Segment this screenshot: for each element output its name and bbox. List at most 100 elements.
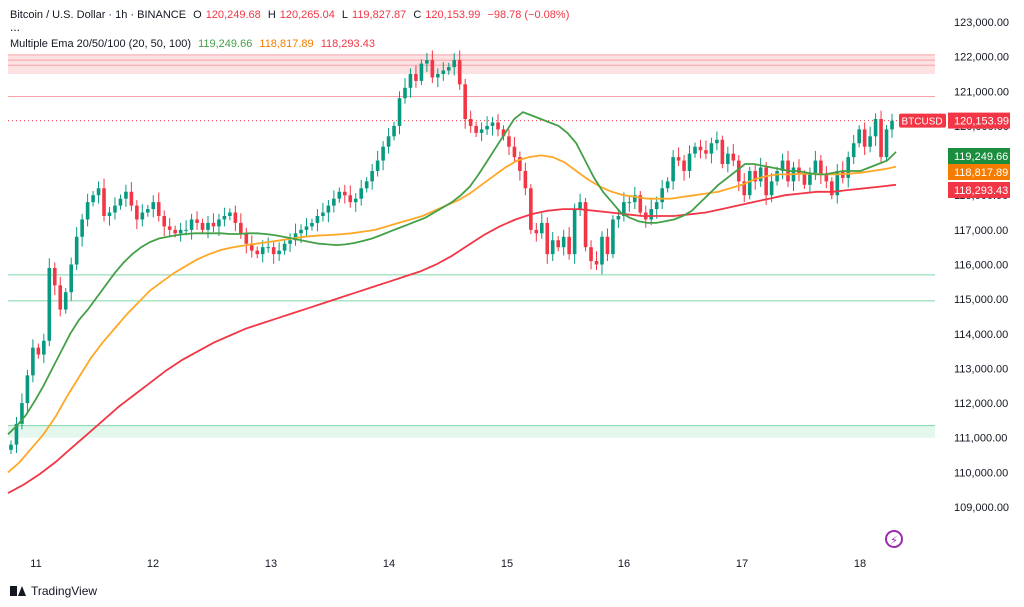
candle-body <box>758 167 763 182</box>
candle-body <box>638 195 643 213</box>
candle-body <box>310 222 314 227</box>
time-axis: 11 12 13 14 15 16 17 18 <box>30 558 866 570</box>
ema-tag <box>948 148 1010 164</box>
candle-body <box>69 264 73 293</box>
legend-more-button[interactable]: ... <box>10 20 21 34</box>
candle-body <box>545 222 550 255</box>
candle-body <box>260 247 265 255</box>
candle-body <box>753 170 757 182</box>
candle-body <box>58 285 63 310</box>
candle-body <box>31 347 35 376</box>
candle-body <box>611 219 615 255</box>
y-tick-label: 116,000.00 <box>954 260 1008 272</box>
candle-body <box>496 122 500 130</box>
candle-body <box>671 157 675 182</box>
candle-body <box>862 129 867 147</box>
candle-body <box>441 70 446 74</box>
y-tick-label: 109,000.00 <box>954 502 1009 514</box>
candle-body <box>452 60 457 68</box>
watermark-text: TradingView <box>31 584 98 598</box>
candle-body <box>74 236 79 265</box>
ema-tag-label: 118,293.43 <box>954 185 1008 197</box>
candle-body <box>419 63 424 81</box>
candle-body <box>835 170 840 196</box>
price-axis: 109,000.00 110,000.00 111,000.00 112,000.00… <box>954 17 1009 514</box>
candle-body <box>140 212 145 220</box>
candle-body <box>468 119 473 126</box>
candle-body <box>884 129 889 158</box>
candle-body <box>808 174 812 185</box>
candle-body <box>364 181 369 189</box>
y-tick-label: 115,000.00 <box>954 294 1008 306</box>
high-value: 120,265.04 <box>279 9 335 21</box>
lightning-icon[interactable]: ⚡ <box>885 530 903 548</box>
candle-body <box>550 240 555 255</box>
ema20-line <box>7 111 897 435</box>
candle-body <box>709 143 714 154</box>
candle-body <box>780 160 785 171</box>
ema-lines <box>7 111 897 494</box>
y-tick-label: 111,000.00 <box>954 433 1007 445</box>
y-tick-label: 113,000.00 <box>954 363 1008 375</box>
price-tags: BTCUSD 120,153.99 119,249.66 118,817.89 118,… <box>899 112 1010 198</box>
candle-body <box>277 250 281 255</box>
candle-body <box>446 67 451 71</box>
candle-body <box>704 150 708 154</box>
candle-body <box>255 250 260 255</box>
x-tick-label: 14 <box>383 558 395 570</box>
candle-body <box>135 205 139 220</box>
candle-body <box>271 247 276 255</box>
candle-body <box>654 202 659 210</box>
candle-body <box>397 98 402 126</box>
candle-body <box>124 191 128 199</box>
candle-body <box>633 195 637 203</box>
candle-body <box>430 60 435 78</box>
candle-body <box>211 222 216 227</box>
candle-body <box>474 125 478 133</box>
candle-body <box>775 170 779 182</box>
candle-body <box>233 212 238 223</box>
candle-body <box>436 73 440 78</box>
y-tick-label: 122,000.00 <box>954 52 1009 64</box>
candle-body <box>567 236 571 255</box>
candle-body <box>687 153 692 171</box>
candle-body <box>107 212 112 216</box>
candle-body <box>36 347 41 355</box>
candle-body <box>698 146 703 151</box>
y-tick-label: 117,000.00 <box>954 225 1008 237</box>
change-value: −98.78 (−0.08%) <box>487 9 570 21</box>
candle-body <box>195 219 199 223</box>
candle-body <box>649 209 654 220</box>
candle-body <box>80 219 84 237</box>
y-tick-label: 110,000.00 <box>954 467 1008 479</box>
candle-body <box>315 216 320 223</box>
candle-body <box>162 216 167 227</box>
candle-body <box>600 236 604 265</box>
candle-body <box>868 136 872 147</box>
ticker-tag-label: BTCUSD <box>901 117 942 128</box>
candle-body <box>425 60 429 64</box>
candle-body <box>501 129 506 137</box>
candle-body <box>304 226 309 230</box>
candle-body <box>228 212 232 216</box>
candle-body <box>589 247 593 262</box>
candle-body <box>561 236 566 248</box>
candle-body <box>660 188 664 203</box>
candle-body <box>819 160 823 175</box>
candle-body <box>47 267 52 341</box>
candle-body <box>129 191 134 206</box>
candle-body <box>118 198 123 206</box>
ema20-value: 119,249.66 <box>198 38 253 50</box>
tradingview-watermark[interactable]: TradingView <box>10 584 97 598</box>
candle-body <box>539 222 544 234</box>
candle-body <box>184 229 188 231</box>
candle-body <box>189 219 194 230</box>
candle-body <box>156 202 161 216</box>
candle-body <box>534 229 539 234</box>
candle-body <box>386 136 391 147</box>
ema-indicator-name: Multiple Ema 20/50/100 (20, 50, 100) <box>10 38 192 50</box>
candle-body <box>693 146 697 154</box>
ema-tag-label: 119,249.66 <box>954 151 1008 163</box>
close-label: C <box>413 9 422 21</box>
